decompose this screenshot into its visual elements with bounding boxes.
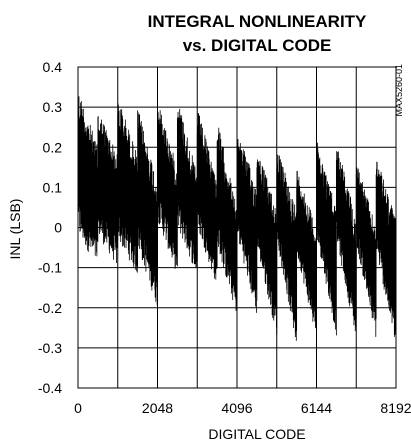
part-number-note: MAX5260-01 [394, 64, 404, 117]
chart-title-line-1: INTEGRAL NONLINEARITY [148, 12, 367, 31]
x-tick-labels: 0 2048 4096 6144 8192 [74, 400, 411, 416]
y-tick-label: 0.3 [43, 99, 63, 115]
y-tick-label: 0.2 [43, 139, 63, 155]
chart-title-line-2: vs. DIGITAL CODE [183, 36, 332, 55]
x-tick-label: 2048 [142, 400, 173, 416]
y-tick-label: -0.4 [38, 380, 62, 396]
y-tick-label: 0.4 [43, 59, 63, 75]
y-tick-label: -0.2 [38, 300, 62, 316]
y-tick-labels: 0.4 0.3 0.2 0.1 0 -0.1 -0.2 -0.3 -0.4 [38, 59, 62, 396]
series-line [77, 96, 397, 341]
y-tick-label: 0.1 [43, 179, 63, 195]
plot-frame [77, 66, 397, 389]
y-tick-label: -0.1 [38, 260, 62, 276]
x-tick-label: 8192 [380, 400, 411, 416]
x-tick-label: 6144 [301, 400, 332, 416]
x-axis-label: DIGITAL CODE [208, 426, 305, 442]
y-axis-label: INL (LSB) [7, 199, 23, 260]
y-tick-label: 0 [54, 220, 62, 236]
x-tick-label: 4096 [221, 400, 252, 416]
x-tick-label: 0 [74, 400, 82, 416]
y-tick-label: -0.3 [38, 340, 62, 356]
inl-trace [77, 96, 397, 341]
